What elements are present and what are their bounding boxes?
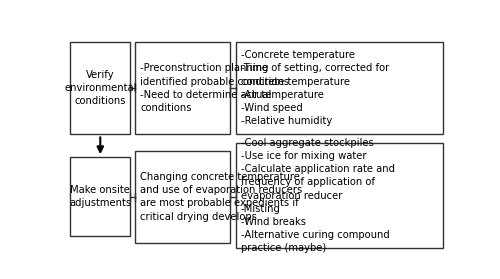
Text: -Concrete temperature
-Time of setting, corrected for
concrete temperature
-Air : -Concrete temperature -Time of setting, …: [241, 50, 389, 126]
Text: -Preconstruction planning
identified probable conditions
-Need to determine actu: -Preconstruction planning identified pro…: [140, 63, 290, 113]
Bar: [236, 143, 443, 248]
Text: Verify
environmental
conditions: Verify environmental conditions: [64, 70, 136, 107]
Text: Changing concrete temperature
and use of evaporation reducers
are most probable : Changing concrete temperature and use of…: [140, 172, 302, 222]
Text: Make onsite
adjustments: Make onsite adjustments: [69, 185, 132, 208]
Bar: [136, 151, 230, 243]
Bar: [136, 42, 230, 134]
Bar: [236, 42, 443, 134]
Text: -Cool aggregate stockpiles
-Use ice for mixing water
-Calculate application rate: -Cool aggregate stockpiles -Use ice for …: [241, 138, 395, 254]
Bar: [70, 42, 130, 134]
Bar: [70, 157, 130, 237]
